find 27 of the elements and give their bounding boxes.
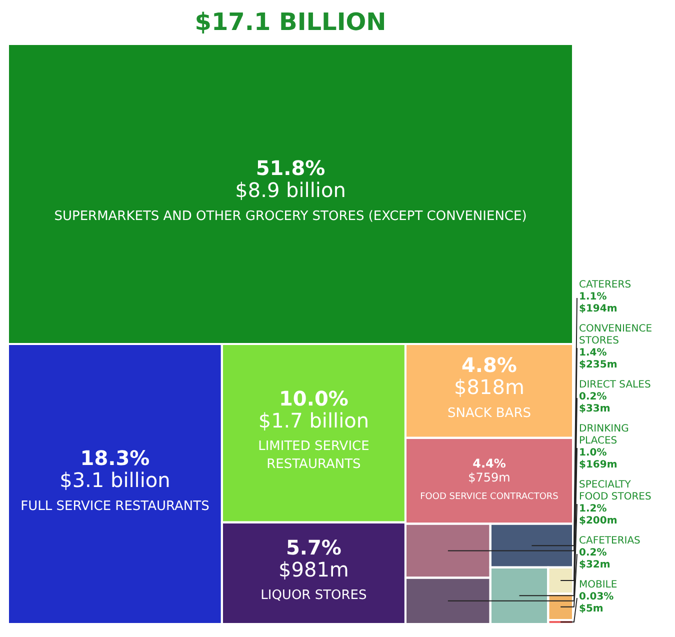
- category-label: CONVENIENCE STORES: [579, 324, 652, 347]
- category-label: DRINKING PLACES: [579, 424, 629, 447]
- data-label: 51.8% $8.9 billion: [235, 156, 346, 202]
- data-label: 4.8% $818m: [454, 353, 524, 400]
- category-label: DIRECT SALES: [579, 380, 651, 391]
- category-label: SUPERMARKETS AND OTHER GROCERY STORES (EXCEPT CONVENIENCE): [54, 208, 527, 224]
- data-label: 5.7% $981m: [278, 535, 349, 582]
- category-label: SNACK BARS: [447, 406, 531, 421]
- data-label: 1.2% $200m: [579, 504, 618, 527]
- data-label: 1.4% $235m: [579, 348, 618, 371]
- data-label: 1.0% $169m: [579, 448, 618, 471]
- data-label: 4.4% $759m: [468, 456, 510, 484]
- data-label: 10.0% $1.7 billion: [258, 386, 370, 432]
- category-label: SPECIALTY FOOD STORES: [579, 480, 652, 503]
- category-label: FOOD SERVICE CONTRACTORS: [420, 492, 559, 502]
- category-label: FULL SERVICE RESTAURANTS: [20, 498, 210, 514]
- data-label: 0.2% $32m: [579, 548, 610, 571]
- data-label: 18.3% $3.1 billion: [60, 446, 170, 492]
- data-label: 0.2% $33m: [579, 392, 610, 415]
- text: $17.1 BILLION: [194, 8, 388, 36]
- category-label: LIQUOR STORES: [260, 588, 367, 604]
- category-label: CATERERS: [579, 280, 632, 291]
- category-label: MOBILE: [579, 580, 618, 591]
- data-label: 0.03% $5m: [579, 592, 614, 615]
- category-label: LIMITED SERVICE RESTAURANTS: [258, 439, 370, 472]
- category-label: CAFETERIAS: [579, 536, 640, 547]
- data-label: 1.1% $194m: [579, 292, 618, 315]
